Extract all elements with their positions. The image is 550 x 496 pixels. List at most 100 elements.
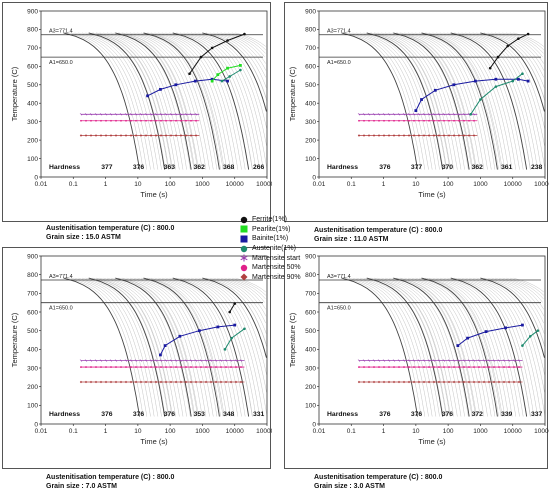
martensite-90-point	[397, 380, 401, 384]
cooling-curve	[443, 32, 520, 170]
martensite-90-point	[219, 380, 223, 384]
martensite-90-point	[362, 134, 366, 137]
martensite-90-point	[422, 380, 426, 384]
martensite-50-point	[190, 119, 192, 122]
martensite-90-point	[179, 380, 183, 384]
cooling-curve	[158, 32, 235, 170]
hardness-value: 372	[472, 411, 484, 418]
martensite-start-point	[174, 359, 178, 362]
martensite-90-point	[412, 134, 416, 137]
cooling-curves	[63, 277, 268, 417]
martensite-90-point	[114, 380, 118, 384]
martensite-90-point	[437, 380, 441, 384]
cooling-curve	[487, 277, 545, 334]
cooling-curve	[118, 277, 196, 417]
cooling-curve	[436, 277, 513, 417]
martensite-50-point	[468, 119, 470, 122]
diamond-icon	[240, 273, 248, 281]
cooling-curve	[220, 32, 266, 64]
y-axis-label: Temperature (C)	[10, 312, 19, 367]
martensite-start-point	[169, 359, 173, 362]
legend: Ferrite(1%) Pearlite(1%) Bainite(1%) Aus…	[240, 215, 324, 282]
hardness-value: 363	[164, 164, 176, 171]
cooling-curve	[506, 277, 544, 300]
cct-chart-3: 0 100 200 300 400 500 600 700 800 900 0.01 0.1 1 10 10…	[10, 253, 272, 446]
cct-chart-2: 0 100 200 300 400 500 600 700 800 900 0.01 0.1 1 10 10…	[288, 8, 549, 199]
martensite-start-point	[119, 113, 123, 116]
y-tick-label: 200	[305, 384, 316, 391]
martensite-90-point	[104, 134, 108, 137]
martensite-start-point	[452, 113, 456, 116]
martensite-start-point	[362, 359, 366, 362]
legend-item-austenite: Austenite(1%)	[240, 244, 324, 254]
hardness-value: 370	[442, 164, 454, 171]
martensite-50-point	[368, 119, 370, 122]
y-tick-label: 400	[27, 347, 38, 354]
martensite-50-point	[413, 366, 415, 368]
martensite-90-point	[377, 380, 381, 384]
cooling-curve	[454, 32, 531, 170]
cooling-curve	[373, 277, 451, 417]
martensite-50-point	[503, 366, 505, 368]
martensite-90-point	[417, 134, 421, 137]
x-tick-label: 10	[412, 428, 420, 435]
martensite-90-point	[189, 134, 193, 137]
martensite-start-point	[229, 359, 233, 362]
cooling-curve	[103, 277, 180, 417]
austenite-point	[228, 75, 232, 78]
cooling-curve	[366, 277, 444, 417]
x-tick-label: 1	[382, 428, 386, 435]
ferrite-point	[496, 55, 500, 59]
y-tick-label: 500	[27, 82, 38, 89]
cooling-curve	[480, 277, 545, 358]
hardness-label: Hardness	[49, 164, 80, 171]
martensite-start-point	[367, 359, 371, 362]
legend-label: Martensite 50%	[252, 264, 301, 272]
cooling-curve	[88, 32, 166, 170]
martensite-90-point	[89, 134, 93, 137]
martensite-start-point	[149, 113, 153, 116]
pearlite-point	[238, 64, 242, 67]
martensite-90-point	[487, 380, 491, 384]
cooling-curve	[150, 32, 228, 170]
cooling-curve	[206, 277, 267, 344]
cooling-curve	[370, 32, 448, 170]
cooling-curve	[356, 277, 433, 417]
chart-caption-1: Austenitisation temperature (C) : 800.0 …	[46, 224, 174, 242]
martensite-start-point	[492, 359, 496, 362]
martensite-50-point	[160, 119, 162, 122]
hardness-value: 376	[442, 411, 454, 418]
ferrite-point	[199, 55, 203, 59]
cooling-curve	[461, 32, 538, 170]
martensite-50-point	[483, 366, 485, 368]
y-tick-label: 0	[34, 174, 38, 181]
hardness-value: 377	[101, 164, 113, 171]
hardness-value: 353	[194, 411, 206, 418]
martensite-start-point	[144, 113, 148, 116]
cooling-curve	[377, 32, 454, 170]
martensite-50-point	[185, 366, 187, 368]
martensite-50-point	[383, 119, 385, 122]
martensite-start-point	[427, 113, 431, 116]
y-tick-label: 600	[27, 309, 38, 316]
cooling-curve	[363, 277, 440, 417]
martensite-90-point	[174, 380, 178, 384]
martensite-start-point	[392, 113, 396, 116]
x-tick-label: 1000	[473, 428, 488, 435]
martensite-90-point	[184, 134, 188, 137]
martensite-50-point	[195, 119, 197, 122]
martensite-90-point	[452, 380, 456, 384]
martensite-start-point	[114, 359, 118, 362]
martensite-50-point	[240, 366, 242, 368]
cooling-curve	[129, 277, 207, 417]
austenite-point	[494, 85, 498, 88]
martensite-90-point	[114, 134, 118, 137]
bainite-curve	[159, 324, 235, 356]
martensite-start-point	[104, 113, 108, 116]
martensite-50-point	[155, 366, 157, 368]
martensite-50-point	[235, 366, 237, 368]
austenite-point	[223, 348, 227, 351]
martensite-90-point	[139, 380, 143, 384]
cooling-curve	[345, 277, 422, 417]
martensite-start-point	[497, 359, 501, 362]
